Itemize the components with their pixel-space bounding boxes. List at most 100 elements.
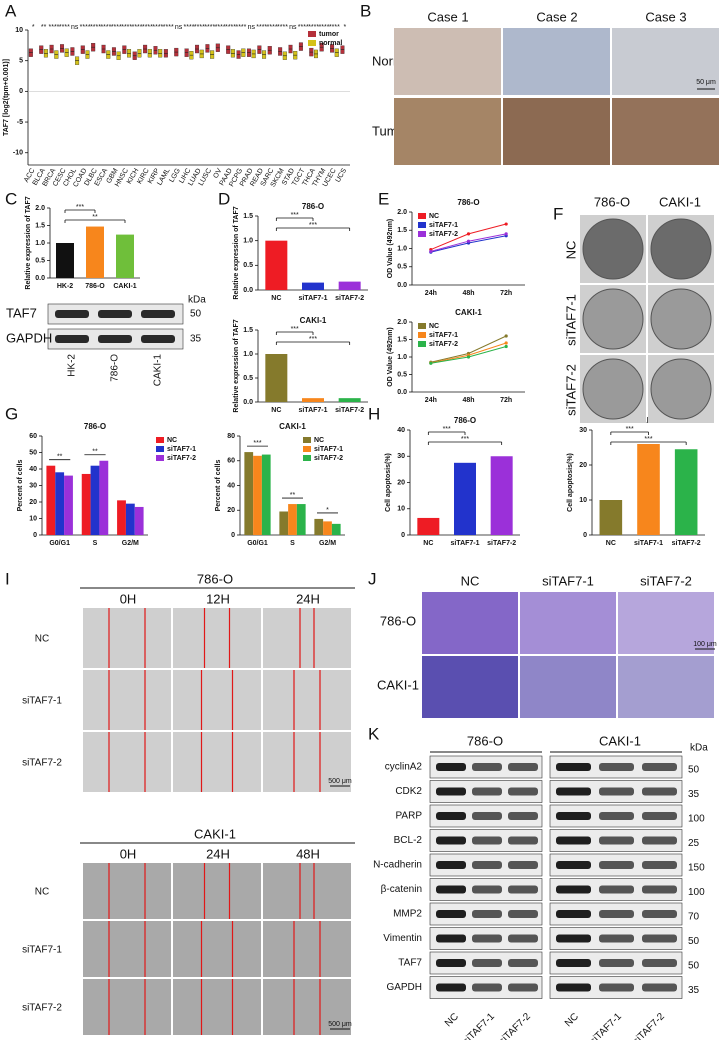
wound-image (263, 979, 351, 1035)
data-point (504, 232, 508, 236)
blot-band (599, 983, 634, 992)
blot-band (642, 910, 677, 918)
significance-label: *** (76, 204, 84, 211)
legend-swatch (156, 455, 164, 461)
significance-label: ** (41, 24, 47, 31)
kda-value: 50 (688, 961, 700, 972)
ihc-image (394, 98, 501, 165)
y-tick-label: -10 (13, 150, 23, 157)
blot-band (472, 885, 502, 894)
significance-label: **** (204, 24, 215, 31)
significance-label: **** (90, 24, 101, 31)
y-tick-label: 0.0 (397, 389, 407, 396)
kda-value: 25 (688, 838, 700, 849)
scale-label: 100 μm (693, 641, 717, 648)
blot-band (599, 836, 634, 845)
row-label: 786-O (380, 613, 416, 628)
blot-band (556, 983, 591, 992)
bar (116, 234, 134, 278)
scale-label: 50 μm (696, 79, 716, 86)
time-label: 48H (296, 846, 320, 861)
bar (265, 240, 288, 290)
significance-label: ns (71, 24, 79, 31)
blot-band (472, 959, 502, 967)
blot-band (642, 934, 677, 943)
x-tick-label: siTAF7-2 (487, 540, 516, 547)
significance-label: ** (57, 454, 63, 461)
y-tick-label: 30 (29, 482, 37, 489)
y-tick-label: 40 (227, 482, 235, 489)
bar (253, 455, 262, 535)
time-label: 0H (120, 591, 137, 606)
bar (331, 523, 341, 535)
data-point (429, 249, 433, 254)
blot-band (436, 787, 466, 796)
legend-swatch (156, 437, 164, 443)
bar (302, 398, 324, 402)
blot-band (556, 787, 591, 796)
y-tick-label: 40 (397, 427, 405, 434)
significance-label: **** (235, 24, 246, 31)
ihc-image (612, 28, 719, 95)
significance-label: **** (163, 24, 174, 31)
legend-label: NC (429, 323, 439, 330)
blot-band (436, 861, 466, 869)
significance-label: **** (194, 24, 205, 31)
y-tick-label: 0 (231, 532, 235, 539)
panel-letter: G (5, 404, 18, 423)
y-tick-label: 1.0 (397, 245, 407, 252)
legend-swatch (303, 437, 311, 443)
significance-label: **** (256, 24, 267, 31)
significance-label: **** (329, 24, 340, 31)
y-tick-label: 10 (579, 497, 587, 504)
data-point (429, 361, 433, 365)
cell-header: CAKI-1 (194, 826, 236, 841)
x-tick-label: 48h (462, 397, 474, 404)
chart-title: CAKI-1 (279, 422, 306, 431)
blot-band (508, 861, 538, 869)
significance-label: * (343, 24, 346, 31)
y-tick-label: 50 (29, 449, 37, 456)
row-label: siTAF7-1 (22, 945, 62, 956)
bar (265, 354, 288, 402)
data-point (504, 344, 508, 349)
cell-header: CAKI-1 (599, 733, 641, 748)
x-tick-label: S (290, 540, 295, 547)
bar (81, 473, 91, 535)
y-tick-label: 10 (15, 27, 23, 34)
blot-band (508, 787, 538, 796)
blot-band (55, 335, 89, 343)
row-label: siTAF7-2 (563, 364, 578, 416)
y-axis-label: TAF7 [log2(tpm+0.001)] (3, 59, 10, 136)
legend-swatch (308, 31, 316, 37)
legend-label: tumor (319, 31, 339, 38)
significance-label: **** (267, 24, 278, 31)
legend-swatch (418, 213, 426, 219)
wound-image (263, 670, 351, 730)
bar (417, 517, 440, 535)
lane-label: 786-O (110, 354, 121, 382)
transwell-image (422, 592, 518, 654)
blot-band (436, 836, 466, 845)
time-label: 0H (120, 846, 137, 861)
scale-label: 500 μm (328, 778, 352, 785)
colony-well (650, 288, 712, 350)
wound-image (173, 732, 261, 792)
x-tick-label: siTAF7-1 (298, 407, 327, 414)
significance-label: *** (443, 426, 451, 433)
legend-label: NC (167, 437, 177, 444)
blot-band (508, 910, 538, 918)
blot-band (599, 885, 634, 894)
blot-band (472, 812, 502, 820)
blot-band (98, 335, 132, 343)
cell-header: 786-O (197, 571, 233, 586)
chart-title: CAKI-1 (300, 316, 327, 325)
blot-band (472, 934, 502, 943)
x-tick-label: siTAF7-1 (450, 540, 479, 547)
y-tick-label: 2.0 (397, 209, 407, 216)
y-axis-label: Cell apoptosis(%) (385, 453, 392, 512)
bar (323, 521, 332, 535)
bar (454, 462, 476, 535)
row-label: siTAF7-1 (563, 294, 578, 346)
significance-label: **** (111, 24, 122, 31)
